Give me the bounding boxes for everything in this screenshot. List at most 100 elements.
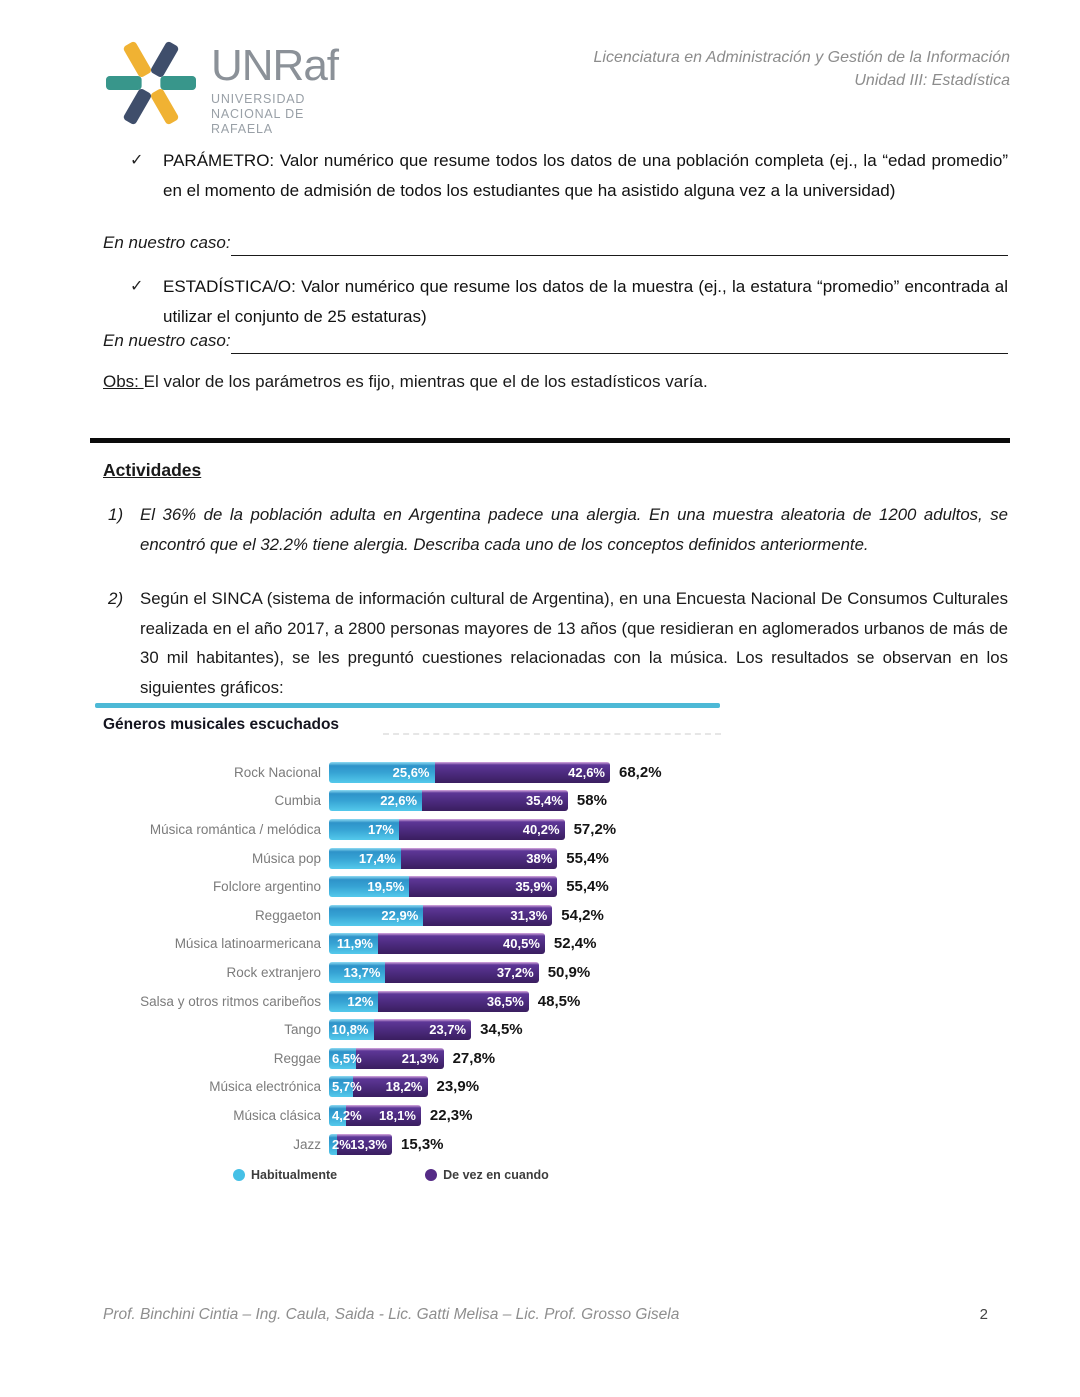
legend-dot-icon <box>233 1169 245 1182</box>
chart-category-label: Música romántica / melódica <box>149 821 321 837</box>
stacked-bar: 2% 13,3% <box>329 1133 392 1155</box>
stacked-bar: 13,7% 37,2% <box>329 961 539 983</box>
chart-row: Música clásica 4,2% 18,1% 22,3% <box>103 1101 1008 1130</box>
chart-category-label: Rock extranjero <box>226 964 321 980</box>
bar-segment-value: 19,5% <box>367 879 405 895</box>
bar-segment-value: 2% <box>332 1136 351 1152</box>
bar-segment-value: 10,8% <box>331 1022 369 1038</box>
activities-heading: Actividades <box>103 460 202 480</box>
bar-total-value: 15,3% <box>400 1135 444 1153</box>
bar-segment-devezencuando: 38% <box>400 847 558 869</box>
logo-subtitle: UNIVERSIDAD NACIONAL DE RAFAELA <box>211 92 338 137</box>
caso-label: En nuestro caso: <box>103 331 231 350</box>
section-divider <box>90 438 1010 443</box>
chart-category-label: Música pop <box>251 850 321 866</box>
chart-category-label: Reggae <box>273 1050 321 1066</box>
bar-segment-value: 40,2% <box>522 821 560 837</box>
legend-item-habitualmente: Habitualmente <box>233 1168 337 1182</box>
checkmark-icon: ✓ <box>130 278 144 295</box>
stacked-bar: 5,7% 18,2% <box>329 1076 428 1098</box>
unraf-logo: UNRaf UNIVERSIDAD NACIONAL DE RAFAELA <box>103 38 339 137</box>
definition-body: Valor numérico que resume los datos de l… <box>163 277 1008 326</box>
chart-row: Música pop 17,4% 38% 55,4% <box>103 844 1008 873</box>
bar-total-value: 27,8% <box>452 1049 496 1067</box>
music-genres-chart: Géneros musicales escuchados Rock Nacion… <box>95 703 1008 1182</box>
bar-segment-value: 31,3% <box>510 907 548 923</box>
bar-total-value: 58% <box>576 792 607 810</box>
chart-category-label: Música latinoarmericana <box>174 936 321 952</box>
bar-segment-habitualmente: 12% <box>329 990 379 1012</box>
bar-segment-devezencuando: 18,1% <box>346 1104 421 1126</box>
definition-body: Valor numérico que resume todos los dato… <box>163 151 1008 200</box>
bar-segment-devezencuando: 37,2% <box>385 961 539 983</box>
chart-row: Rock extranjero 13,7% 37,2% 50,9% <box>103 958 1008 987</box>
bar-segment-habitualmente: 2% <box>329 1133 351 1155</box>
footer-credits: Prof. Binchini Cintia – Ing. Caula, Said… <box>103 1306 680 1323</box>
legend-dot-icon <box>425 1169 438 1182</box>
bar-segment-value: 22,6% <box>380 793 418 809</box>
chart-category-label: Folclore argentino <box>212 879 321 895</box>
bar-segment-habitualmente: 17,4% <box>329 847 401 869</box>
bar-segment-value: 11,9% <box>336 936 373 952</box>
definition-text: ESTADÍSTICA/O: Valor numérico que resume… <box>163 272 1008 332</box>
bar-segment-value: 40,5% <box>503 936 540 952</box>
bar-segment-value: 21,3% <box>401 1050 439 1066</box>
stacked-bar: 11,9% 40,5% <box>329 933 545 955</box>
bar-total-value: 34,5% <box>480 1021 523 1039</box>
bar-segment-value: 17% <box>367 821 394 837</box>
definition-parametro: ✓ PARÁMETRO: Valor numérico que resume t… <box>130 146 1008 206</box>
obs-text: El valor de los parámetros es fijo, mien… <box>143 372 708 391</box>
bar-total-value: 57,2% <box>573 820 617 838</box>
answer-blank-line <box>230 332 1008 354</box>
stacked-bar: 22,6% 35,4% <box>329 790 568 812</box>
stacked-bar: 22,9% 31,3% <box>329 904 553 926</box>
bar-segment-value: 38% <box>526 850 553 866</box>
page-number: 2 <box>979 1306 988 1323</box>
chart-rows: Rock Nacional 25,6% 42,6% 68,2% Cumbia 22,6% 3… <box>103 758 1008 1158</box>
definition-term: ESTADÍSTICA/O: <box>163 277 296 296</box>
bar-segment-habitualmente: 22,9% <box>329 904 424 926</box>
chart-row: Música latinoarmericana 11,9% 40,5% 52,4% <box>103 930 1008 959</box>
bar-segment-value: 12% <box>347 993 374 1009</box>
stacked-bar: 12% 36,5% <box>329 990 529 1012</box>
chart-row: Cumbia 22,6% 35,4% 58% <box>103 787 1008 816</box>
answer-blank-line <box>230 234 1008 256</box>
bar-total-value: 22,3% <box>429 1106 473 1124</box>
chart-category-label: Música clásica <box>233 1107 321 1123</box>
bar-total-value: 54,2% <box>561 906 604 924</box>
bar-segment-habitualmente: 13,7% <box>329 961 386 983</box>
logo-text: UNRaf UNIVERSIDAD NACIONAL DE RAFAELA <box>211 38 339 137</box>
chart-row: Reggaeton 22,9% 31,3% 54,2% <box>103 901 1008 930</box>
chart-row: Música romántica / melódica 17% 40,2% 57,2% <box>103 815 1008 844</box>
bar-segment-value: 36,5% <box>486 993 524 1009</box>
course-header: Licenciatura en Administración y Gestión… <box>593 38 1010 137</box>
checkmark-icon: ✓ <box>130 152 144 169</box>
definition-estadistica: ✓ ESTADÍSTICA/O: Valor numérico que resu… <box>130 272 1008 332</box>
chart-category-label: Salsa y otros ritmos caribeños <box>140 993 321 1009</box>
bar-segment-devezencuando: 42,6% <box>434 761 610 783</box>
definition-term: PARÁMETRO: <box>163 151 275 170</box>
chart-title: Géneros musicales escuchados <box>103 716 340 733</box>
unit-title: Unidad III: Estadística <box>854 72 1010 89</box>
bar-total-value: 55,4% <box>566 878 609 896</box>
obs-label: Obs: <box>103 372 144 391</box>
bar-segment-value: 17,4% <box>358 850 396 866</box>
activity-text: Según el SINCA (sistema de información c… <box>140 589 1008 697</box>
chart-row: Música electrónica 5,7% 18,2% 23,9% <box>103 1073 1008 1102</box>
bar-total-value: 50,9% <box>547 963 591 981</box>
bar-segment-habitualmente: 11,9% <box>329 933 378 955</box>
bar-segment-value: 35,9% <box>515 879 553 895</box>
bar-segment-value: 23,7% <box>429 1022 467 1038</box>
bar-total-value: 52,4% <box>553 935 597 953</box>
logo-subtitle-line: NACIONAL DE <box>211 107 305 121</box>
bar-segment-value: 42,6% <box>568 764 605 780</box>
bar-segment-habitualmente: 17% <box>329 818 399 840</box>
bar-segment-habitualmente: 22,6% <box>329 790 423 812</box>
stacked-bar: 6,5% 21,3% <box>329 1047 444 1069</box>
bar-segment-devezencuando: 23,7% <box>373 1019 472 1041</box>
activity-item-1: 1) El 36% de la población adulta en Arge… <box>108 500 1008 559</box>
legend-label: Habitualmente <box>251 1168 338 1183</box>
chart-row: Jazz 2% 13,3% 15,3% <box>103 1130 1008 1159</box>
bar-segment-devezencuando: 40,2% <box>399 818 565 840</box>
course-title: Licenciatura en Administración y Gestión… <box>593 49 1010 66</box>
